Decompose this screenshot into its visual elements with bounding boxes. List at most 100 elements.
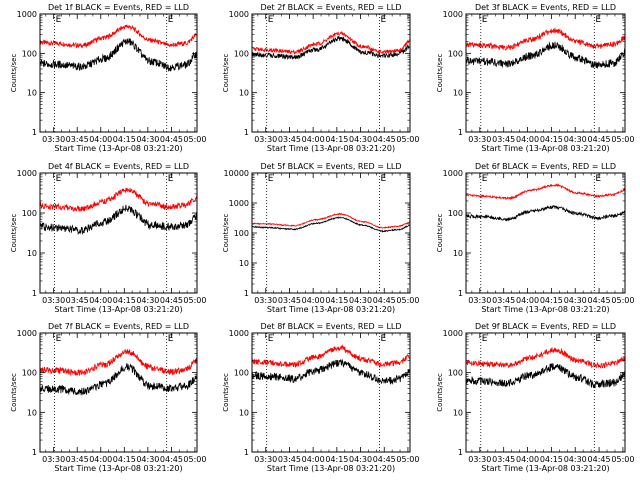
- x-tick-label: 03:45: [278, 455, 301, 464]
- x-tick-label: 04:45: [160, 135, 183, 144]
- plot-frame: [465, 332, 626, 453]
- x-tick-label: 04:45: [373, 296, 396, 305]
- y-tick-label: 1: [244, 128, 249, 137]
- x-tick-label: 03:30: [254, 455, 277, 464]
- x-tick-label: 04:30: [349, 455, 372, 464]
- y-tick-label: 1000: [229, 10, 249, 19]
- event-marker-label: E: [381, 15, 387, 25]
- event-marker-label: E: [168, 15, 174, 25]
- event-marker-label: E: [595, 174, 601, 184]
- x-tick-label: 04:45: [373, 135, 396, 144]
- y-tick-label: 10: [239, 89, 249, 98]
- x-tick-label: 04:15: [540, 455, 563, 464]
- y-axis-label: Counts/sec: [436, 214, 444, 253]
- y-tick-label: 10: [27, 89, 37, 98]
- x-tick-label: 04:00: [302, 135, 325, 144]
- chart-title: Det 8f BLACK = Events, RED = LLD: [260, 322, 401, 331]
- plot-frame: [39, 172, 198, 294]
- x-tick-label: 04:00: [89, 135, 112, 144]
- x-tick-label: 05:00: [183, 135, 206, 144]
- x-tick-label: 04:45: [160, 455, 183, 464]
- x-tick-label: 04:30: [349, 296, 372, 305]
- x-tick-label: 04:15: [540, 135, 563, 144]
- series-line-lld: [465, 27, 626, 51]
- x-tick-label: 05:00: [611, 455, 634, 464]
- event-marker-label: E: [56, 15, 62, 25]
- x-tick-label: 04:15: [540, 296, 563, 305]
- plot-frame: [465, 172, 626, 294]
- series-line-lld: [465, 347, 626, 369]
- x-tick-label: 05:00: [396, 455, 419, 464]
- series-line-lld: [39, 349, 198, 377]
- y-tick-label: 1: [458, 289, 463, 298]
- y-tick-label: 1: [32, 289, 37, 298]
- y-tick-label: 1000: [229, 199, 249, 208]
- x-axis-label: Start Time (13-Apr-08 03:21:20): [54, 464, 182, 473]
- y-tick-label: 10: [239, 259, 249, 268]
- x-tick-label: 05:00: [183, 296, 206, 305]
- y-axis-label: Counts/sec: [10, 214, 18, 253]
- y-tick-label: 1000: [443, 329, 463, 338]
- y-tick-label: 100: [234, 229, 249, 238]
- y-tick-label: 1000: [17, 169, 37, 178]
- x-tick-label: 03:45: [66, 135, 89, 144]
- x-tick-label: 04:15: [113, 296, 136, 305]
- x-axis-label: Start Time (13-Apr-08 03:21:20): [54, 305, 182, 314]
- y-axis-label: Counts/sec: [222, 214, 230, 253]
- x-tick-label: 04:45: [588, 135, 611, 144]
- x-tick-label: 04:15: [113, 135, 136, 144]
- chart-panel: Det 9f BLACK = Events, RED = LLD E E 1 10 100…: [436, 322, 634, 473]
- x-tick-label: 05:00: [183, 455, 206, 464]
- series-line-lld: [251, 212, 411, 229]
- x-tick-label: 05:00: [396, 135, 419, 144]
- chart-panel: Det 3f BLACK = Events, RED = LLD E E 1 10 100…: [436, 3, 634, 153]
- chart-title: Det 1f BLACK = Events, RED = LLD: [48, 3, 189, 12]
- y-tick-label: 1: [244, 289, 249, 298]
- chart-title: Det 9f BLACK = Events, RED = LLD: [475, 322, 616, 331]
- series-line-lld: [39, 24, 198, 49]
- chart-panel: Det 8f BLACK = Events, RED = LLD E E 1 10 100…: [222, 322, 419, 473]
- chart-panel: Det 4f BLACK = Events, RED = LLD E E 1 10 100…: [10, 162, 206, 314]
- plot-frame: [251, 332, 411, 453]
- x-tick-label: 05:00: [611, 135, 634, 144]
- y-tick-label: 100: [448, 369, 463, 378]
- series-line-lld: [251, 31, 411, 55]
- x-tick-label: 03:45: [492, 296, 515, 305]
- x-tick-label: 05:00: [611, 296, 634, 305]
- chart-panel: Det 6f BLACK = Events, RED = LLD E E 1 10 100…: [436, 162, 634, 314]
- y-tick-label: 100: [234, 369, 249, 378]
- x-tick-label: 03:45: [66, 296, 89, 305]
- x-tick-label: 04:45: [588, 296, 611, 305]
- series-line-lld: [465, 183, 626, 201]
- x-tick-label: 04:45: [373, 455, 396, 464]
- plot-frame: [251, 13, 411, 133]
- event-marker-label: E: [482, 174, 488, 184]
- x-tick-label: 03:45: [278, 296, 301, 305]
- series-line-events: [465, 363, 626, 389]
- y-tick-label: 100: [448, 49, 463, 58]
- series-line-lld: [251, 344, 411, 369]
- x-axis-label: Start Time (13-Apr-08 03:21:20): [481, 464, 609, 473]
- x-tick-label: 03:30: [468, 135, 491, 144]
- y-axis-label: Counts/sec: [222, 54, 230, 93]
- event-marker-label: E: [268, 174, 274, 184]
- x-tick-label: 03:45: [66, 455, 89, 464]
- y-tick-label: 10: [239, 408, 249, 417]
- event-marker-label: E: [168, 334, 174, 344]
- x-tick-label: 04:00: [516, 296, 539, 305]
- y-tick-label: 1: [32, 448, 37, 457]
- x-tick-label: 04:00: [302, 455, 325, 464]
- x-tick-label: 03:30: [254, 135, 277, 144]
- x-tick-label: 04:30: [564, 455, 587, 464]
- event-marker-label: E: [56, 174, 62, 184]
- x-axis-label: Start Time (13-Apr-08 03:21:20): [267, 464, 395, 473]
- x-tick-label: 03:45: [492, 455, 515, 464]
- y-tick-label: 10: [27, 249, 37, 258]
- y-tick-label: 1: [458, 448, 463, 457]
- y-tick-label: 100: [448, 209, 463, 218]
- y-tick-label: 100: [22, 49, 37, 58]
- series-line-events: [251, 216, 411, 233]
- series-line-events: [39, 204, 198, 236]
- series-line-events: [39, 362, 198, 396]
